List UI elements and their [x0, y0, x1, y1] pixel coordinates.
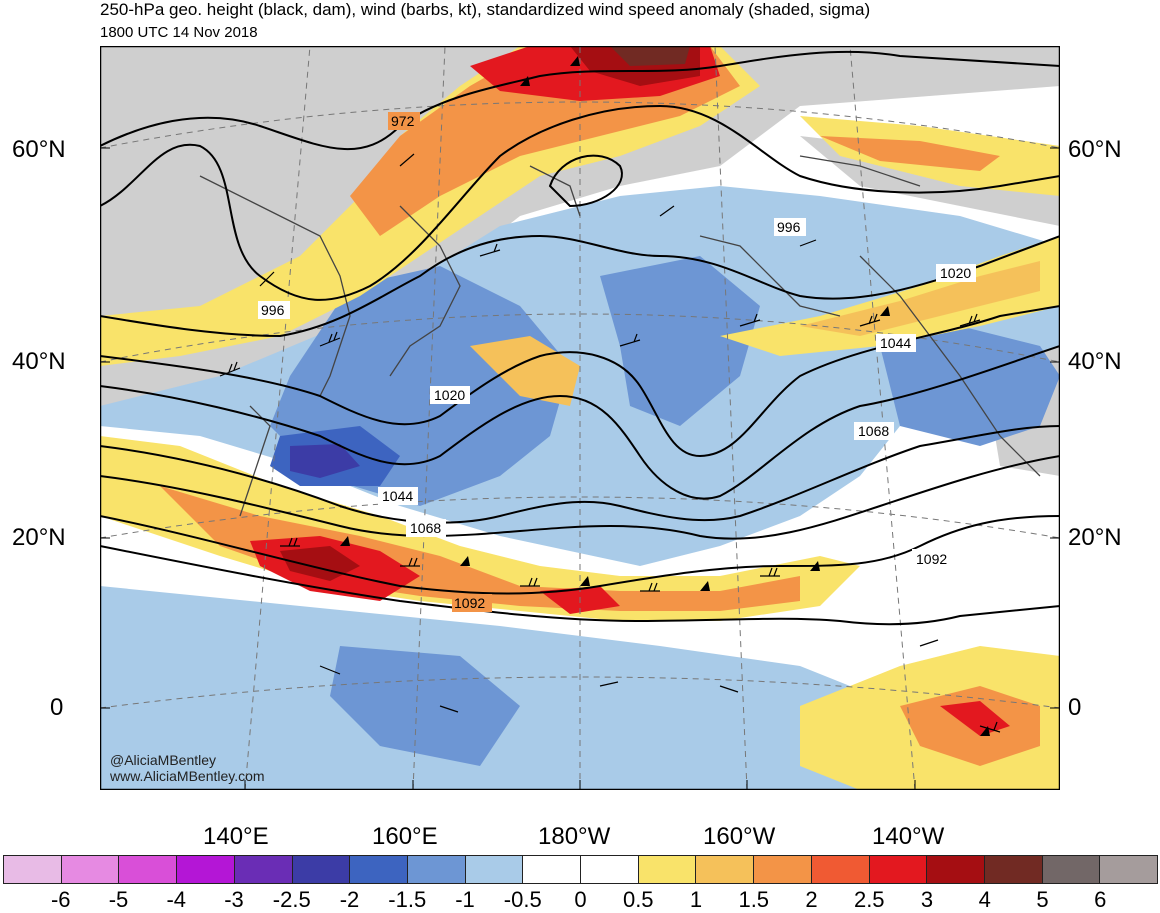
anomaly-shading-neg-core — [290, 444, 360, 478]
colorbar-label: 0.5 — [622, 887, 654, 912]
colorbar-swatch — [61, 856, 120, 883]
contour-label-972: 972 — [391, 113, 415, 129]
colorbar-swatch — [754, 856, 812, 883]
colorbar-label: 6 — [1094, 887, 1107, 912]
contour-1092-south — [100, 545, 1060, 626]
colorbar-swatch — [811, 856, 870, 883]
lat-label-20n-left: 20°N — [12, 524, 66, 551]
colorbar-swatch — [292, 856, 351, 883]
colorbar-swatch — [869, 856, 928, 883]
colorbar-swatch — [1042, 856, 1101, 883]
lon-label-140e: 140°E — [203, 823, 269, 850]
contour-1020-south — [100, 305, 1060, 458]
lat-label-0-right: 0 — [1068, 694, 1082, 721]
credit-handle: @AliciaMBentley — [110, 752, 217, 768]
map-title: 250-hPa geo. height (black, dam), wind (… — [100, 0, 871, 19]
colorbar-label: -4 — [166, 887, 187, 912]
contour-label-1044-east: 1044 — [880, 335, 911, 351]
colorbar-swatch — [1100, 856, 1158, 883]
colorbar-label: 4 — [978, 887, 991, 912]
lon-label-160w: 160°W — [703, 823, 776, 850]
colorbar-swatch — [407, 856, 466, 883]
contour-label-1020-east: 1020 — [940, 265, 971, 281]
colorbar-label: -3 — [224, 887, 244, 912]
anomaly-shading-neg-tropics2 — [330, 646, 520, 766]
lat-label-60n-left: 60°N — [12, 136, 66, 163]
colorbar-label: 0 — [574, 887, 587, 912]
wind-barbs — [219, 153, 1001, 733]
colorbar-swatch — [523, 856, 582, 883]
colorbar-label: -0.5 — [503, 887, 542, 912]
colorbar — [3, 855, 1158, 884]
lat-label-40n-right: 40°N — [1068, 348, 1122, 375]
contour-label-1092: 1092 — [454, 595, 485, 611]
map-panel: 972 996 996 1020 1020 1044 1044 1068 106… — [100, 46, 1060, 790]
contour-label-996: 996 — [261, 302, 285, 318]
wind-barb-flags — [340, 56, 990, 736]
contour-996-closed — [548, 154, 623, 208]
lon-label-180w: 180°W — [538, 823, 611, 850]
lon-label-160e: 160°E — [372, 823, 438, 850]
graticule — [100, 46, 1060, 790]
contour-label-group: 972 996 996 1020 1020 1044 1044 1068 106… — [258, 112, 976, 612]
colorbar-label: -1 — [455, 887, 475, 912]
contour-1092 — [100, 515, 1060, 595]
contour-1020 — [100, 234, 1060, 338]
contour-label-1068-east: 1068 — [858, 423, 889, 439]
contour-972 — [100, 50, 1060, 150]
anomaly-shading-pos-east-jet-orange — [800, 261, 1040, 336]
anomaly-shading-pos-north-max — [610, 46, 690, 66]
map-valid-time: 1800 UTC 14 Nov 2018 — [100, 24, 258, 41]
colorbar-swatch — [638, 856, 697, 883]
colorbar-label: -1.5 — [388, 887, 427, 912]
colorbar-label: 3 — [920, 887, 934, 912]
colorbar-swatch — [927, 856, 985, 883]
colorbar-swatch — [4, 856, 62, 883]
colorbar-swatch — [234, 856, 293, 883]
colorbar-swatch — [350, 856, 408, 883]
lat-label-20n-right: 20°N — [1068, 524, 1122, 551]
contour-label-1068: 1068 — [410, 520, 441, 536]
colorbar-swatch — [177, 856, 235, 883]
colorbar-swatch — [984, 856, 1043, 883]
anomaly-shading-neg-east — [880, 326, 1060, 446]
contour-label-1044: 1044 — [382, 488, 413, 504]
colorbar-swatch — [465, 856, 524, 883]
colorbar-label: -2.5 — [272, 887, 311, 912]
contour-1068b — [100, 455, 1060, 540]
colorbar-label: -5 — [108, 887, 129, 912]
lon-label-140w: 140°W — [872, 823, 945, 850]
anomaly-shading-pos-se-red — [940, 701, 1010, 736]
colorbar-label: 1 — [689, 887, 703, 912]
colorbar-swatch — [581, 856, 639, 883]
colorbar-swatch — [696, 856, 755, 883]
credit-website: www.AliciaMBentley.com — [110, 768, 265, 784]
contour-label-1092-east: 1092 — [916, 551, 947, 567]
colorbar-label: 1.5 — [738, 887, 770, 912]
colorbar-swatch — [119, 856, 178, 883]
anomaly-shading-neg-tropics — [100, 586, 900, 790]
map-ticks — [100, 147, 1060, 790]
anomaly-shading-pos-ne-orange — [820, 136, 1000, 171]
anomaly-shading-neg-central — [600, 256, 760, 426]
contour-1044 — [100, 345, 1060, 500]
colorbar-label: 2.5 — [853, 887, 885, 912]
colorbar-label: 5 — [1036, 887, 1049, 912]
contour-label-1020: 1020 — [434, 387, 465, 403]
colorbar-label: -2 — [339, 887, 360, 912]
lat-label-40n-left: 40°N — [12, 348, 66, 375]
contour-label-996-east: 996 — [777, 219, 801, 235]
colorbar-label: -6 — [50, 887, 71, 912]
height-contours — [100, 50, 1060, 626]
colorbar-label: 2 — [805, 887, 818, 912]
lat-label-0-left: 0 — [50, 694, 64, 721]
contour-1068 — [100, 425, 1060, 524]
contour-996 — [100, 104, 1060, 301]
lat-label-60n-right: 60°N — [1068, 136, 1122, 163]
